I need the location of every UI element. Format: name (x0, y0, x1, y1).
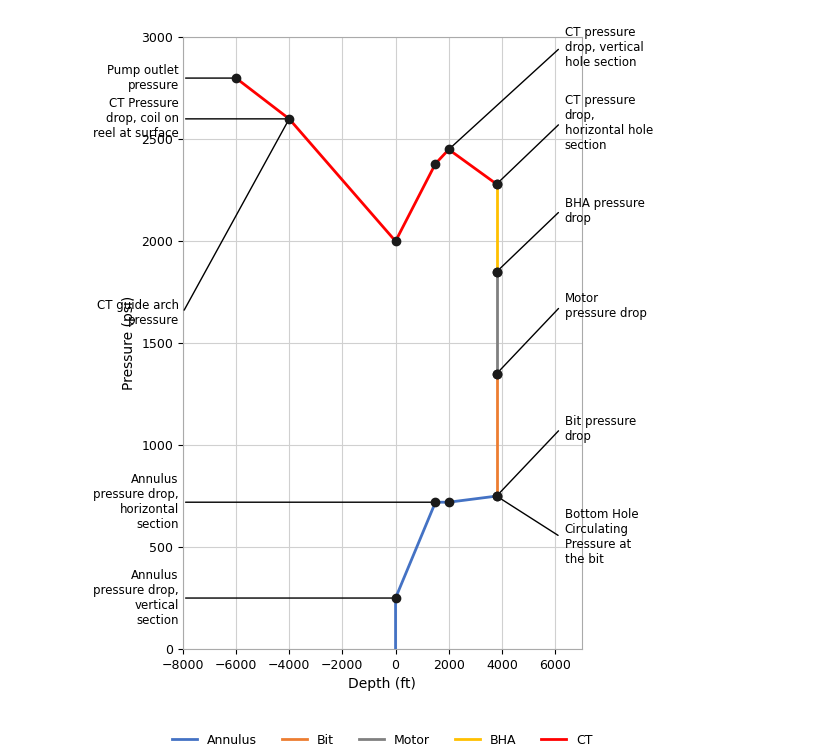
Text: Annulus
pressure drop,
vertical
section: Annulus pressure drop, vertical section (93, 569, 179, 627)
Legend: Annulus, Bit, Motor, BHA, CT: Annulus, Bit, Motor, BHA, CT (167, 729, 597, 746)
X-axis label: Depth (ft): Depth (ft) (348, 677, 416, 692)
Text: CT guide arch
pressure: CT guide arch pressure (96, 298, 179, 327)
Text: Bit pressure
drop: Bit pressure drop (564, 415, 636, 443)
Text: CT Pressure
drop, coil on
reel at surface: CT Pressure drop, coil on reel at surfac… (93, 98, 179, 140)
Text: BHA pressure
drop: BHA pressure drop (564, 197, 645, 225)
Text: CT pressure
drop, vertical
hole section: CT pressure drop, vertical hole section (564, 26, 643, 69)
Text: Motor
pressure drop: Motor pressure drop (564, 292, 647, 321)
Text: Bottom Hole
Circulating
Pressure at
the bit: Bottom Hole Circulating Pressure at the … (564, 508, 638, 566)
Text: CT pressure
drop,
horizontal hole
section: CT pressure drop, horizontal hole sectio… (564, 94, 653, 152)
Text: Annulus
pressure drop,
horizontal
section: Annulus pressure drop, horizontal sectio… (93, 473, 179, 531)
Text: Pump outlet
pressure: Pump outlet pressure (107, 64, 179, 92)
Y-axis label: Pressure (psi): Pressure (psi) (121, 296, 135, 390)
